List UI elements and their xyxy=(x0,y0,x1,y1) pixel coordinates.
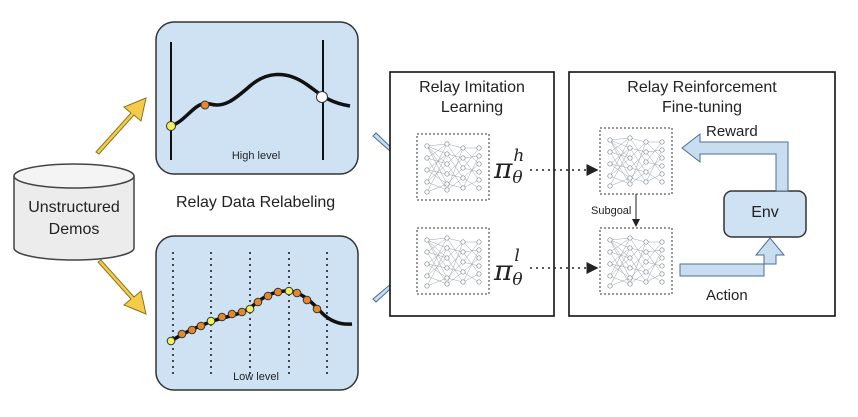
low-level-panel xyxy=(155,235,359,391)
low-policy-sub: θ xyxy=(512,270,523,290)
action-label: Action xyxy=(706,287,748,304)
relabeling-title: Relay Data Relabeling xyxy=(176,194,336,211)
demos-to-low-arrow xyxy=(97,259,147,315)
env-label: Env xyxy=(751,204,779,221)
demos-label: Unstructured Demos xyxy=(14,197,134,241)
low-policy-sup: l xyxy=(514,246,520,266)
demos-database-icon xyxy=(13,163,135,261)
finetune-title-line1: Relay Reinforcement xyxy=(627,79,777,96)
imitation-title-line2: Learning xyxy=(440,99,504,116)
reward-label: Reward xyxy=(706,123,758,140)
demos-label-line1: Unstructured xyxy=(28,199,120,216)
low-level-caption: Low level xyxy=(233,371,279,383)
demos-label-line2: Demos xyxy=(48,221,100,238)
action-arrow xyxy=(679,237,786,277)
high-policy-pi: π xyxy=(494,152,513,185)
subgoal-label: Subgoal xyxy=(591,205,632,217)
demos-to-high-arrow xyxy=(95,97,147,155)
finetune-title-line2: Fine-tuning xyxy=(661,99,743,116)
high-level-panel xyxy=(155,21,359,175)
env-box xyxy=(723,190,807,238)
reward-arrow xyxy=(681,132,789,192)
high-level-caption: High level xyxy=(231,150,281,162)
imitation-title-line1: Relay Imitation xyxy=(419,79,525,96)
low-policy-pi: π xyxy=(494,254,513,287)
high-policy-sub: θ xyxy=(512,168,523,188)
high-policy-sup: h xyxy=(513,146,525,166)
imitation-title: Relay Imitation Learning xyxy=(390,78,554,118)
finetune-title: Relay Reinforcement Fine-tuning xyxy=(569,78,835,118)
